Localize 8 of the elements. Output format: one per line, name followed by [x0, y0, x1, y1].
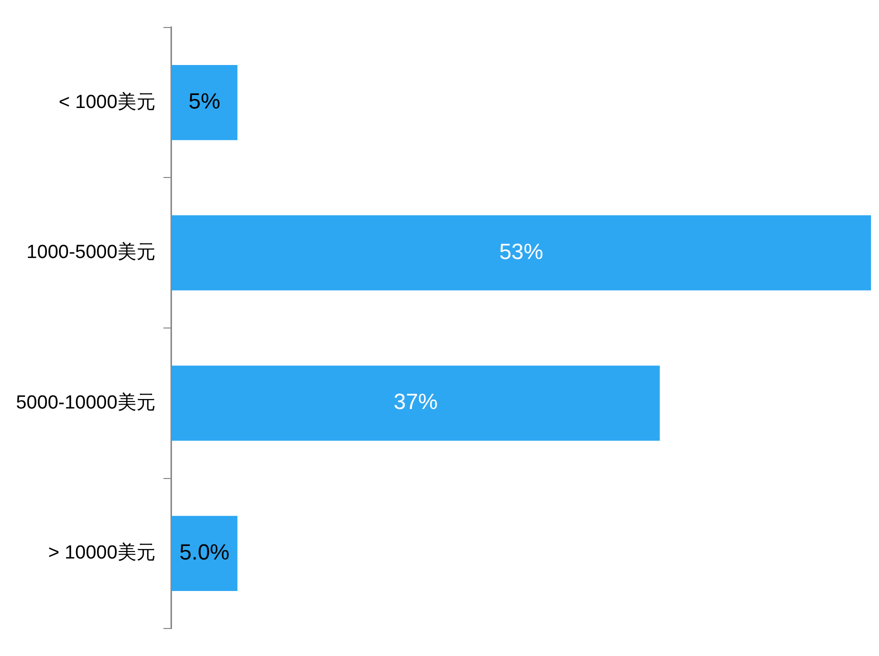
- data-label: 5%: [188, 88, 220, 114]
- data-label: 37%: [394, 389, 438, 414]
- y-tick-label: 5000-10000美元: [16, 391, 156, 414]
- y-tick-label: 1000-5000美元: [26, 241, 156, 264]
- data-label: 53%: [499, 238, 544, 264]
- y-tick-label: > 10000美元: [48, 542, 156, 564]
- data-label: 5.0%: [179, 540, 230, 565]
- y-tick-label: < 1000美元: [58, 90, 156, 113]
